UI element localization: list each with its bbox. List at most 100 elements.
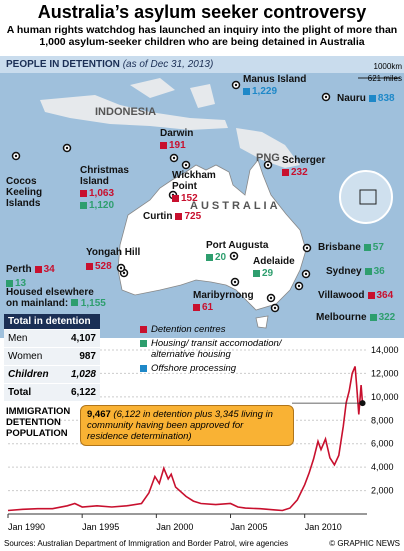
x-tick-label: Jan 2005 xyxy=(231,522,268,532)
annotation-point xyxy=(359,400,366,407)
swatch xyxy=(253,270,260,277)
x-tick-label: Jan 1995 xyxy=(82,522,119,532)
location-name: Port Augusta xyxy=(206,240,269,251)
location-name: Cocos Keeling Islands xyxy=(6,176,43,209)
location-dot-center xyxy=(119,266,123,270)
count-value: 29 xyxy=(262,268,274,279)
location-dot-center xyxy=(297,284,301,288)
count: 152 xyxy=(172,193,222,204)
location-name: Manus Island xyxy=(243,74,307,85)
map-header-bar xyxy=(0,56,404,73)
count-value: 34 xyxy=(43,264,55,275)
swatch xyxy=(80,190,87,197)
location-dot-center xyxy=(233,280,237,284)
location-name: Adelaide xyxy=(253,256,295,267)
location: Christmas Island 1,063 1,120 xyxy=(80,165,140,211)
png-land xyxy=(236,128,300,168)
map-date: (as of Dec 31, 2013) xyxy=(122,59,214,70)
y-tick-label: 12,000 xyxy=(371,368,399,378)
legend-item: Detention centres xyxy=(140,324,290,335)
location: Darwin 191 xyxy=(160,128,210,151)
count: 20 xyxy=(206,252,276,263)
count: 29 xyxy=(253,268,313,279)
location-counts: 1,063 1,120 xyxy=(80,188,140,211)
indonesia-land xyxy=(40,78,228,130)
credit: © GRAPHIC NEWS xyxy=(329,539,400,548)
swatch xyxy=(172,195,179,202)
location: Perth 34 13 xyxy=(6,264,76,289)
location-name: Perth xyxy=(6,264,32,275)
legend-item: Offshore processing xyxy=(140,363,290,374)
count-value: 57 xyxy=(372,242,384,253)
count: 322 xyxy=(369,312,395,323)
location-dot-center xyxy=(122,271,126,275)
count: 838 xyxy=(368,93,395,104)
location: Maribyrnong 61 xyxy=(193,290,254,313)
location-counts: 1,229 xyxy=(243,86,313,97)
x-tick-label: Jan 1990 xyxy=(8,522,45,532)
swatch xyxy=(160,142,167,149)
swatch xyxy=(368,95,376,102)
location-name: Sydney xyxy=(326,266,362,277)
table-row: Women 987 xyxy=(4,347,100,365)
legend-swatch xyxy=(140,326,147,333)
location: Scherger 232 xyxy=(282,155,342,178)
location-counts: 232 xyxy=(282,167,342,178)
swatch xyxy=(193,304,200,311)
location: Cocos Keeling Islands xyxy=(6,176,56,210)
swatch xyxy=(282,169,289,176)
x-tick-label: Jan 2000 xyxy=(156,522,193,532)
count-value: 1,120 xyxy=(89,200,115,211)
location: Nauru 838 xyxy=(337,93,403,104)
count: 528 xyxy=(86,261,112,272)
location-name: Scherger xyxy=(282,155,326,166)
swatch xyxy=(86,263,93,270)
location-name: Christmas Island xyxy=(80,165,129,187)
line xyxy=(7,366,364,512)
location-dot-center xyxy=(232,254,236,258)
location-name: Darwin xyxy=(160,128,194,139)
annotation-box: 9,467 (6,122 in detention plus 3,345 liv… xyxy=(80,405,294,446)
scale-miles: 621 miles xyxy=(367,74,402,83)
location-dot-center xyxy=(266,163,270,167)
legend-swatch xyxy=(140,340,147,347)
location-dot-center xyxy=(269,296,273,300)
count: 1,120 xyxy=(80,200,140,211)
swatch xyxy=(363,244,371,251)
location-counts: 61 xyxy=(193,302,253,313)
swatch xyxy=(34,266,42,273)
location-name: Wickham Point xyxy=(172,170,216,192)
legend-swatch xyxy=(140,365,147,372)
australia-land xyxy=(117,159,307,329)
scale: 1000km 621 miles xyxy=(360,62,402,83)
location-dot-center xyxy=(324,95,328,99)
table-row: Men 4,107 xyxy=(4,329,100,347)
legend-item: Housing/ transit accomodation/ alternati… xyxy=(140,338,290,360)
count: 1,063 xyxy=(80,188,140,199)
location: Villawood 364 xyxy=(318,290,403,301)
location-counts: 152 xyxy=(172,193,222,204)
table-row: Children 1,028 xyxy=(4,365,100,383)
swatch xyxy=(367,292,375,299)
count-value: 36 xyxy=(373,266,385,277)
count-value: 725 xyxy=(184,211,202,222)
location: Curtin 725 xyxy=(143,211,213,222)
table-row: Total 6,122 xyxy=(4,383,100,401)
location-counts: 29 xyxy=(253,268,313,279)
swatch xyxy=(80,202,87,209)
swatch xyxy=(364,268,372,275)
table-cell: Total xyxy=(8,387,32,398)
location-name: Yongah Hill xyxy=(86,247,141,258)
scale-km: 1000km xyxy=(373,62,402,71)
count-value: 364 xyxy=(376,290,394,301)
location: Brisbane 57 xyxy=(318,242,400,253)
table-cell: 1,028 xyxy=(70,369,96,380)
legend: Detention centres Housing/ transit accomo… xyxy=(140,324,290,377)
location: Yongah Hill 528 xyxy=(86,247,166,272)
location-dot-center xyxy=(234,83,238,87)
count: 61 xyxy=(193,302,253,313)
location: Sydney 36 xyxy=(326,266,400,277)
swatch xyxy=(175,213,183,220)
